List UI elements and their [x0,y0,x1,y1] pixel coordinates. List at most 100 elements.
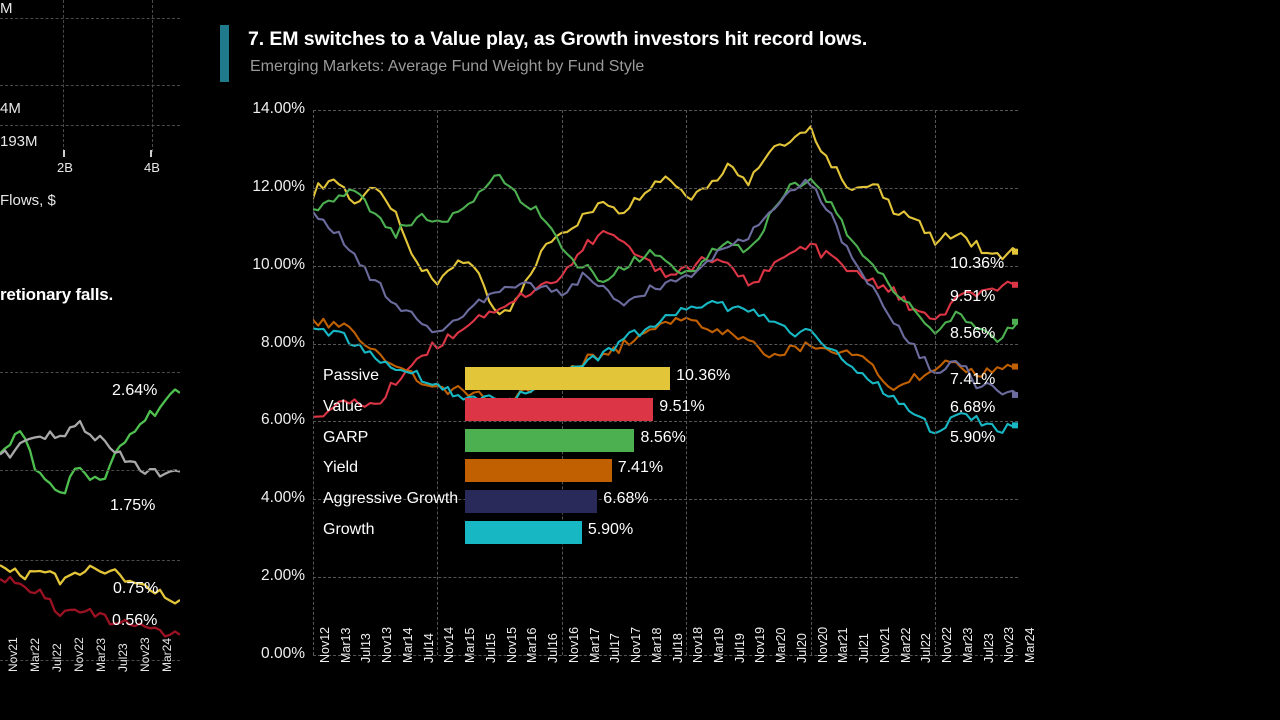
left-bottom-end-label: 0.56% [112,612,158,629]
left-top-gridline-vertical [152,0,153,152]
bar-value-label: 5.90% [587,521,634,538]
gridline-horizontal [313,265,1018,267]
left-mid-chart-svg [0,388,180,495]
bar-value-label: 10.36% [676,367,731,384]
gridline-vertical [810,110,812,655]
line-end-marker [1012,363,1018,370]
gridline-vertical [437,110,439,655]
series-end-value-garp: 8.56% [950,324,996,342]
left-top-xtick: 2B [57,160,73,175]
left-mid-gridline [0,372,180,373]
left-top-axis-label: Flows, $ [0,192,56,209]
gridline-vertical [686,110,688,655]
left-bottom-xtick: Jul23 [116,643,130,672]
bar-category-label: Value [323,397,363,415]
line-end-marker [1012,422,1018,429]
bar-value-label: 9.51% [659,397,705,415]
left-bottom-xtick: Jul22 [50,643,64,672]
y-axis-tick-label: 14.00% [252,100,305,117]
y-axis-tick-label: 0.00% [261,645,305,662]
left-top-gridline [0,18,180,19]
gridline-vertical [313,110,314,655]
gridline-horizontal [313,110,1018,111]
left-line-fragment [0,419,180,478]
line-end-marker [1012,391,1018,398]
left-top-gridline [0,125,180,126]
left-partial-headline: retionary falls. [0,285,114,304]
line-series-aggressive-growth [313,178,1018,397]
line-end-marker [1012,318,1018,325]
line-series-passive [313,125,1018,316]
series-end-value-value: 9.51% [950,287,996,305]
left-bottom-xtick: Nov22 [72,637,86,672]
bar-category-label: Passive [323,367,380,384]
left-bottom-gridline [0,560,180,561]
bar-row: Yield 7.41% [313,457,1018,483]
gridline-horizontal [313,499,1018,501]
left-mid-end-label: 2.64% [112,382,158,399]
line-end-marker [1012,248,1018,255]
left-top-tickmark [63,150,65,157]
line-end-marker [1012,281,1018,288]
y-axis-tick-label: 6.00% [261,411,305,429]
y-axis-tick-label: 4.00% [261,489,305,507]
y-axis-tick-label: 8.00% [261,333,305,351]
y-axis-tick-label: 2.00% [261,567,305,585]
title-accent-bar [220,25,229,82]
left-bottom-xtick: Nov23 [138,637,152,672]
left-cropped-panel: M 4M 193M 2B 4B Flows, $ retionary falls. 2.64%… [0,0,180,720]
left-top-ytick: 193M [0,133,38,150]
series-end-value-passive: 10.36% [950,254,1005,272]
gridline-vertical [935,110,937,655]
left-bottom-xtick: Mar22 [28,637,42,672]
left-bottom-end-label: 0.75% [113,580,159,597]
y-axis-tick-label: 10.00% [252,255,305,273]
line-series-growth [313,299,1018,435]
left-top-xtick: 4B [144,160,160,175]
left-top-ytick: 4M [0,100,21,117]
left-bottom-gridline [0,660,180,661]
bar-value-label: 8.56% [640,428,686,446]
left-bottom-xtick: Mar24 [160,637,174,672]
page-title: 7. EM switches to a Value play, as Growt… [248,28,868,50]
bar-row: GARP 8.56% [313,427,1018,453]
left-top-gridline-vertical [63,0,64,152]
gridline-horizontal [313,655,1018,656]
bar-category-label: Yield [323,459,358,477]
bar-row: Passive 10.36% [313,365,1018,391]
bar-rect-value [465,397,654,421]
bar-category-label: GARP [323,428,369,446]
left-mid-end-label: 1.75% [110,497,156,514]
left-line-fragment [0,575,180,638]
gridline-horizontal [313,187,1018,189]
bar-rect-aggressive-growth [465,490,598,514]
left-bottom-chart-svg [0,564,180,638]
left-bottom-xtick: Nov21 [6,637,20,672]
left-mid-gridline [0,470,180,471]
bar-row: Growth 5.90% [313,519,1018,545]
bar-rect-garp [465,428,635,452]
bar-row: Value 9.51% [313,396,1018,422]
gridline-horizontal [313,421,1018,423]
bar-value-label: 7.41% [617,459,664,477]
bar-value-label: 6.68% [603,490,649,508]
bar-category-label: Growth [323,521,375,538]
left-bottom-xtick: Mar23 [94,637,108,672]
page-subtitle: Emerging Markets: Average Fund Weight by… [250,58,645,75]
line-series-yield [313,316,1018,404]
bar-chart-legend: Passive 10.36% Value 9.51% GARP 8.56% Yield 7.4… [313,365,1018,655]
y-axis-tick-label: 12.00% [252,177,305,195]
bar-rect-yield [465,459,612,483]
bar-rect-growth [465,521,582,544]
series-end-value-yield: 7.41% [950,370,996,388]
line-chart-svg [313,125,1018,435]
left-line-fragment [0,388,180,495]
gridline-horizontal [313,343,1018,345]
series-end-value-growth: 5.90% [950,429,996,447]
left-top-tickmark [150,150,152,157]
series-end-value-aggressive-growth: 6.68% [950,398,996,416]
bar-category-label: Aggressive Growth [323,490,459,508]
left-top-ytick: M [0,0,13,17]
left-line-fragment [0,564,180,605]
line-series-garp [313,173,1018,343]
